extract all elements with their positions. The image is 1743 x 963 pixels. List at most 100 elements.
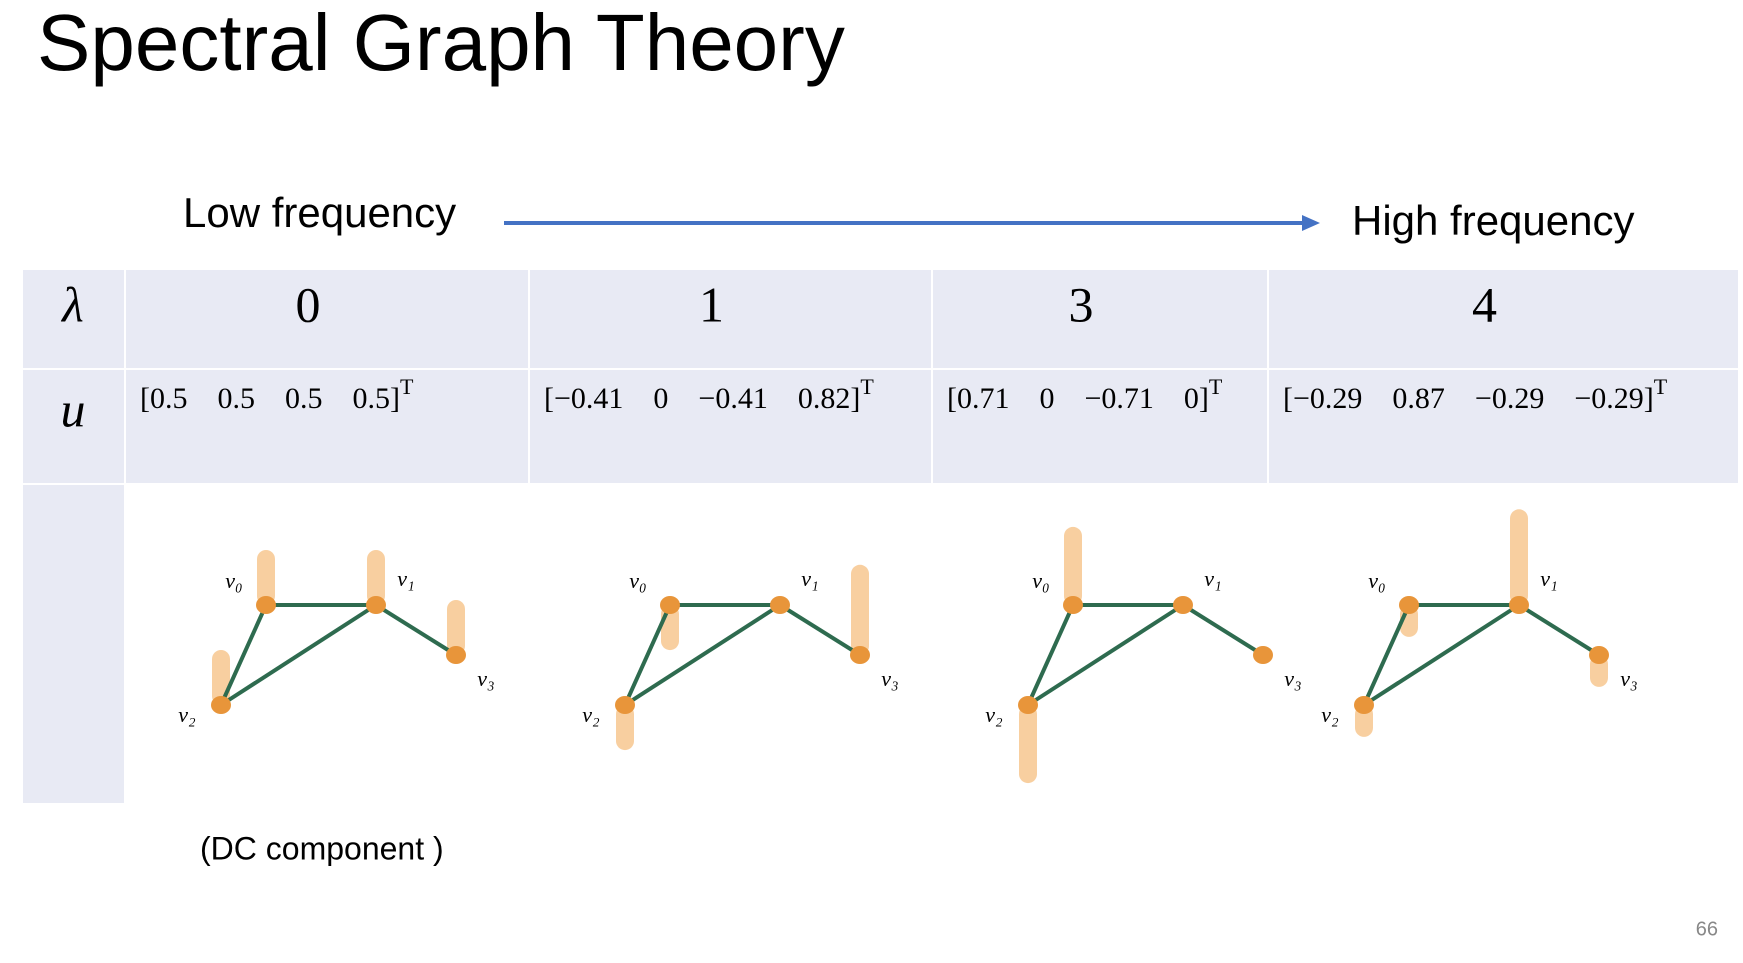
- vector-component: −0.29: [1293, 382, 1362, 415]
- node-label: v₁: [397, 566, 414, 591]
- node-label: v₃: [477, 666, 494, 691]
- low-frequency-label: Low frequency: [183, 189, 456, 236]
- vector-component: −0.29: [1574, 382, 1643, 415]
- signal-bar: [1064, 526, 1082, 605]
- node-label: v₂: [985, 702, 1003, 727]
- node-label: v₂: [178, 702, 196, 727]
- signal-bar: [1019, 705, 1037, 784]
- vector-component: 0.5: [353, 382, 391, 415]
- graph-edge: [623, 604, 672, 706]
- vector-component: −0.41: [698, 382, 767, 415]
- vector-bracket: [: [947, 382, 957, 415]
- graph-edge: [1181, 603, 1265, 657]
- eigenvalue: 0: [296, 276, 321, 332]
- graph-edge: [1362, 604, 1411, 706]
- vector-component: 0.5: [218, 382, 256, 415]
- graph-node: [446, 646, 466, 664]
- vector-component: 0: [1184, 382, 1199, 415]
- graph-node: [256, 596, 276, 614]
- graph-node: [1399, 596, 1419, 614]
- graph-node: [1253, 646, 1273, 664]
- graph-node: [1354, 696, 1374, 714]
- graph-node: [1173, 596, 1193, 614]
- node-label: v₁: [801, 566, 818, 591]
- node-label: v₃: [881, 666, 898, 691]
- eigenvector: [−0.29 0.87 −0.29 −0.29]T: [1283, 374, 1668, 415]
- table-cell: [23, 270, 124, 368]
- row-label: λ: [60, 276, 84, 332]
- vector-component: 0.82: [798, 382, 851, 415]
- node-label: v₂: [582, 702, 600, 727]
- vector-component: −0.71: [1085, 382, 1154, 415]
- node-label: v₃: [1620, 666, 1637, 691]
- node-label: v₁: [1204, 566, 1221, 591]
- high-frequency-label: High frequency: [1352, 197, 1635, 244]
- vector-bracket: [: [140, 382, 150, 415]
- graph-node: [615, 696, 635, 714]
- graph-edge: [219, 603, 378, 707]
- table-cell: [126, 370, 528, 483]
- signal-bar: [367, 550, 385, 605]
- vector-bracket: ]: [1644, 382, 1654, 415]
- table-cell: [530, 270, 931, 368]
- eigenvalue: 4: [1472, 276, 1497, 332]
- signal-bar: [257, 550, 275, 605]
- vector-component: 0: [653, 382, 668, 415]
- vector-bracket: ]: [1199, 382, 1209, 415]
- vector-component: 0.5: [150, 382, 188, 415]
- graph-edge: [374, 603, 458, 657]
- node-label: v₀: [1032, 568, 1049, 593]
- graph-node: [211, 696, 231, 714]
- signal-bar: [616, 705, 634, 751]
- graph-node: [1063, 596, 1083, 614]
- transpose-mark: T: [400, 374, 414, 399]
- graph-edge: [1362, 603, 1521, 707]
- table-cell: [1269, 270, 1738, 368]
- table-cell: [933, 270, 1267, 368]
- node-label: v₂: [1321, 702, 1339, 727]
- vector-bracket: [: [544, 382, 554, 415]
- eigenvector: [−0.41 0 −0.41 0.82]T: [544, 374, 874, 415]
- table-cell: [933, 370, 1267, 483]
- table-cell: [23, 485, 124, 803]
- eigenvector: [0.71 0 −0.71 0]T: [947, 374, 1223, 415]
- graph-node: [850, 646, 870, 664]
- table-cell: [530, 370, 931, 483]
- vector-component: −0.41: [554, 382, 623, 415]
- graph-node: [770, 596, 790, 614]
- transpose-mark: T: [1209, 374, 1223, 399]
- graph-node: [366, 596, 386, 614]
- row-label: u: [61, 381, 86, 437]
- graph-edge: [219, 604, 268, 706]
- dc-note: (DC component ): [200, 830, 444, 866]
- graph-edge: [1517, 603, 1601, 657]
- table-cell: [126, 270, 528, 368]
- graph-node: [1589, 646, 1609, 664]
- graph-node: [660, 596, 680, 614]
- graph-edge: [623, 603, 782, 707]
- vector-component: 0.87: [1392, 382, 1445, 415]
- arrow-head: [1302, 215, 1320, 231]
- vector-bracket: [: [1283, 382, 1293, 415]
- transpose-mark: T: [860, 374, 874, 399]
- node-label: v₃: [1284, 666, 1301, 691]
- node-label: v₀: [629, 568, 646, 593]
- page-number: 66: [1696, 918, 1718, 940]
- slide-title: Spectral Graph Theory: [37, 0, 845, 87]
- graph-edge: [1026, 603, 1185, 707]
- table-cell: [23, 370, 124, 483]
- transpose-mark: T: [1654, 374, 1668, 399]
- vector-component: −0.29: [1475, 382, 1544, 415]
- graph-edge: [778, 603, 862, 657]
- node-label: v₀: [1368, 568, 1385, 593]
- table-cell: [1269, 370, 1738, 483]
- vector-component: 0: [1040, 382, 1055, 415]
- vector-bracket: ]: [390, 382, 400, 415]
- signal-bar: [851, 564, 869, 655]
- node-label: v₁: [1540, 566, 1557, 591]
- vector-component: 0.5: [285, 382, 323, 415]
- eigenvalue: 1: [699, 276, 724, 332]
- graph-node: [1018, 696, 1038, 714]
- signal-bar: [1510, 509, 1528, 605]
